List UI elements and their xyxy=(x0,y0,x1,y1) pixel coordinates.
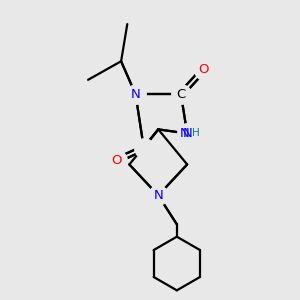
Text: O: O xyxy=(112,154,122,167)
Text: O: O xyxy=(198,63,209,76)
Text: N: N xyxy=(180,127,190,140)
Text: N: N xyxy=(182,127,192,140)
Text: H: H xyxy=(192,128,200,139)
Text: C: C xyxy=(176,88,186,101)
Text: N: N xyxy=(153,189,163,202)
Text: N: N xyxy=(131,88,140,101)
